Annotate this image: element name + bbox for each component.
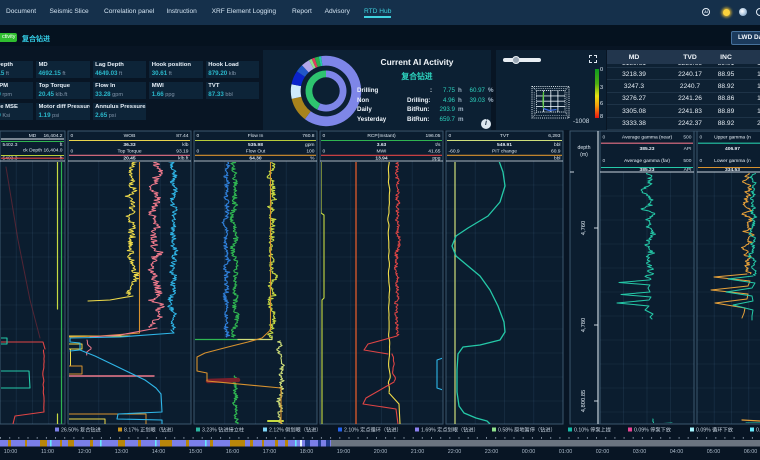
svg-text:100: 100 (306, 149, 314, 155)
svg-text:Average gamma (far): Average gamma (far) (624, 158, 670, 164)
svg-text:60.9: 60.9 (551, 149, 561, 155)
svg-text:36.33: 36.33 (123, 142, 136, 148)
svg-text:Flow In: Flow In (248, 133, 264, 139)
svg-text:196.05: 196.05 (426, 133, 441, 139)
svg-text:16,404.0: 16,404.0 (43, 148, 62, 154)
svg-text:0: 0 (197, 149, 200, 155)
svg-text:41.65: 41.65 (428, 149, 441, 155)
svg-text:Lower gamma (n: Lower gamma (n (714, 158, 751, 164)
svg-text:1.69% 定点划眼（钻进）: 1.69% 定点划眼（钻进） (421, 426, 479, 434)
svg-text:0: 0 (700, 135, 703, 141)
svg-text:Flow Out: Flow Out (246, 149, 266, 155)
svg-text:8.17% 正划眼（钻进）: 8.17% 正划眼（钻进） (124, 426, 176, 434)
svg-text:(m): (m) (580, 152, 588, 158)
svg-text:16:00: 16:00 (226, 449, 240, 455)
svg-text:0: 0 (323, 149, 326, 155)
svg-text:WOB: WOB (124, 133, 136, 139)
svg-text:ft: ft (60, 142, 63, 148)
svg-text:ppg: ppg (432, 157, 440, 162)
svg-text:0: 0 (197, 133, 200, 139)
svg-text:16,404.2: 16,404.2 (43, 133, 62, 139)
svg-text:334.53: 334.53 (725, 167, 740, 173)
svg-text:00:00: 00:00 (522, 449, 536, 455)
svg-text:0: 0 (71, 133, 74, 139)
svg-text:PIT change: PIT change (492, 149, 517, 155)
svg-text:3.23% 钻进接立柱: 3.23% 钻进接立柱 (202, 426, 244, 434)
svg-text:22:00: 22:00 (448, 449, 462, 455)
svg-text:500: 500 (683, 135, 691, 141)
svg-text:64.30: 64.30 (249, 156, 262, 162)
svg-text:Upper gamma (n: Upper gamma (n (714, 135, 751, 141)
svg-text:bbl: bbl (554, 156, 561, 162)
svg-text:MD: MD (29, 133, 37, 139)
svg-text:bbl: bbl (554, 142, 561, 148)
svg-text:18:00: 18:00 (300, 449, 314, 455)
svg-text:0: 0 (71, 149, 74, 155)
svg-text:0: 0 (603, 135, 606, 141)
svg-text:Average gamma (near): Average gamma (near) (622, 135, 673, 141)
svg-text:23:00: 23:00 (485, 449, 499, 455)
svg-text:API: API (684, 167, 692, 173)
svg-text:TVT: TVT (500, 133, 509, 139)
svg-text:549.91: 549.91 (497, 142, 512, 148)
svg-text:0: 0 (603, 158, 606, 164)
svg-text:RCP(Instant): RCP(Instant) (367, 133, 396, 139)
svg-text:87.44: 87.44 (176, 133, 189, 139)
svg-text:ck Depth: ck Depth (23, 148, 43, 154)
svg-text:93.19: 93.19 (176, 149, 189, 155)
svg-text:0.03%: 0.03% (756, 428, 760, 434)
svg-text:0.09% 循环下放: 0.09% 循环下放 (696, 426, 734, 434)
svg-text:13:00: 13:00 (115, 449, 129, 455)
svg-text:760.8: 760.8 (302, 133, 315, 139)
svg-text:20:00: 20:00 (374, 449, 388, 455)
svg-text:0: 0 (700, 158, 703, 164)
svg-text:0: 0 (449, 133, 452, 139)
svg-text:0.10% 停泵上提: 0.10% 停泵上提 (574, 426, 612, 434)
svg-text:4,760: 4,760 (581, 221, 587, 236)
svg-text:%: % (310, 156, 315, 162)
svg-text:6,293: 6,293 (548, 133, 561, 139)
svg-text:20.45: 20.45 (123, 156, 136, 162)
svg-text:klb: klb (182, 142, 189, 148)
svg-text:385.23: 385.23 (640, 146, 655, 152)
svg-text:385.23: 385.23 (640, 167, 655, 173)
svg-text:Top Torque: Top Torque (117, 149, 141, 155)
svg-text:gpm: gpm (305, 143, 315, 148)
svg-text:4,800.85: 4,800.85 (581, 390, 587, 413)
svg-text:0.09% 停泵下放: 0.09% 停泵下放 (634, 426, 672, 434)
svg-text:10:00: 10:00 (4, 449, 18, 455)
svg-text:15:00: 15:00 (189, 449, 203, 455)
svg-text:2.10% 定点循环（钻进）: 2.10% 定点循环（钻进） (344, 426, 402, 434)
svg-text:MWI: MWI (376, 149, 386, 155)
svg-text:500: 500 (683, 158, 691, 164)
svg-text:406.97: 406.97 (725, 146, 740, 152)
svg-text:11:00: 11:00 (41, 449, 54, 455)
svg-text:26.50% 复合钻进: 26.50% 复合钻进 (61, 426, 101, 434)
svg-text:0: 0 (323, 133, 326, 139)
svg-text:t/s: t/s (435, 142, 441, 148)
svg-text:3.63: 3.63 (377, 142, 387, 148)
svg-text:06:00: 06:00 (744, 449, 758, 455)
svg-text:0.58% 原地暂停（钻进）: 0.58% 原地暂停（钻进） (498, 426, 556, 434)
svg-text:05:00: 05:00 (707, 449, 721, 455)
svg-text:klb.ft: klb.ft (178, 156, 189, 162)
svg-text:01:00: 01:00 (559, 449, 573, 455)
svg-text:-60.9: -60.9 (449, 149, 460, 155)
svg-text:19:00: 19:00 (337, 449, 351, 455)
svg-text:5402.3: 5402.3 (3, 142, 18, 148)
svg-text:13.94: 13.94 (375, 156, 388, 162)
svg-text:21:00: 21:00 (411, 449, 425, 455)
svg-text:4,780: 4,780 (581, 318, 587, 333)
svg-text:12:00: 12:00 (78, 449, 92, 455)
svg-text:02:00: 02:00 (596, 449, 610, 455)
svg-text:03:00: 03:00 (633, 449, 647, 455)
svg-text:API: API (684, 146, 692, 152)
svg-text:depth: depth (578, 145, 591, 151)
svg-text:535.98: 535.98 (248, 142, 263, 148)
svg-text:04:00: 04:00 (670, 449, 684, 455)
svg-text:2.12% 倒划眼（钻进）: 2.12% 倒划眼（钻进） (269, 426, 321, 434)
svg-text:14:00: 14:00 (152, 449, 166, 455)
svg-text:17:00: 17:00 (263, 449, 277, 455)
